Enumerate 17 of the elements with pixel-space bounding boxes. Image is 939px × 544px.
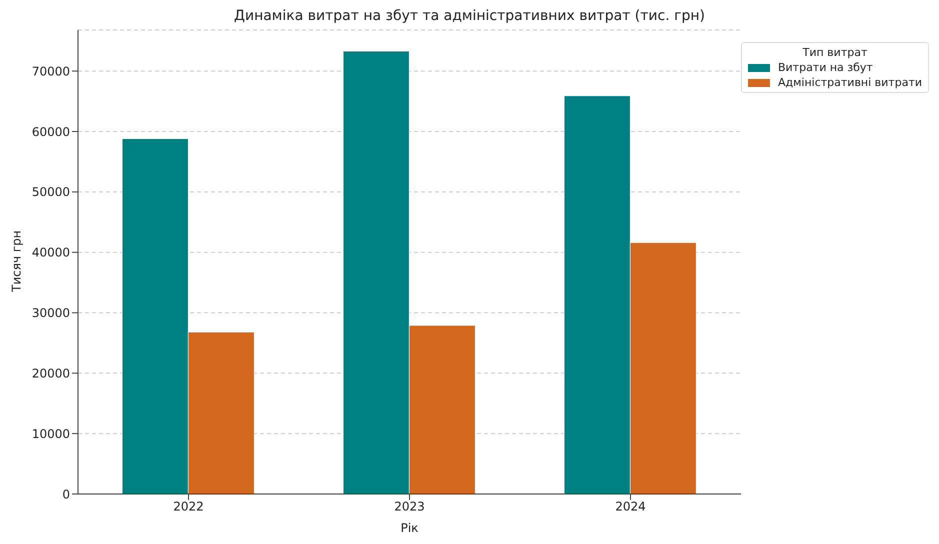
x-axis-title: Рік (400, 521, 418, 535)
x-tick-label: 2024 (615, 500, 646, 514)
x-tick-label: 2023 (394, 500, 425, 514)
legend-title: Тип витрат (802, 46, 868, 59)
legend-label: Витрати на збут (778, 61, 873, 74)
y-tick-label: 10000 (32, 426, 70, 441)
legend-label: Адміністративні витрати (778, 76, 922, 89)
y-tick-label: 60000 (32, 124, 70, 139)
y-tick-label: 30000 (32, 306, 70, 320)
y-tick-label: 0 (62, 487, 70, 502)
y-axis-title: Тисяч грн (9, 230, 24, 293)
y-tick-label: 50000 (32, 185, 70, 200)
x-tick-label: 2022 (173, 500, 204, 514)
y-tick-label: 40000 (32, 246, 70, 260)
y-tick-label: 70000 (32, 64, 70, 78)
y-tick-label: 20000 (32, 366, 70, 380)
chart-title: Динаміка витрат на збут та адміністративних витрат (тис. грн) (233, 8, 706, 24)
